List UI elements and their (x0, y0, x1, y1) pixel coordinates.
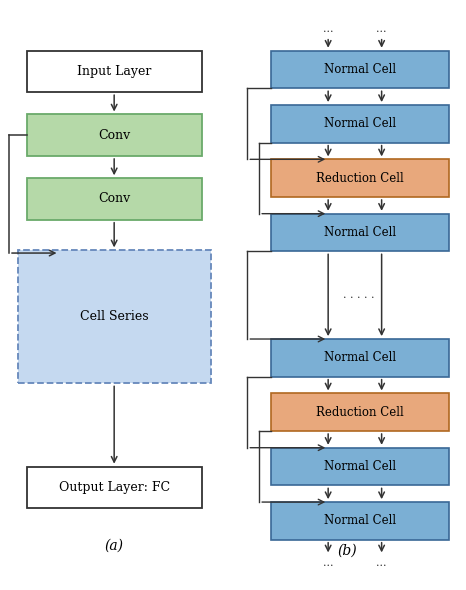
Text: ...: ... (377, 24, 387, 34)
Text: ...: ... (323, 24, 333, 34)
Bar (18, 250, 211, 384)
Bar (271, 105, 449, 143)
Bar (271, 448, 449, 486)
Text: Normal Cell: Normal Cell (324, 226, 396, 239)
Bar (271, 214, 449, 251)
Text: Conv: Conv (98, 129, 130, 142)
Bar (271, 51, 449, 88)
Bar (27, 178, 202, 219)
Text: Input Layer: Input Layer (77, 65, 151, 78)
Text: (a): (a) (105, 539, 123, 552)
Text: Normal Cell: Normal Cell (324, 514, 396, 527)
Text: Cell Series: Cell Series (80, 310, 149, 323)
Text: Normal Cell: Normal Cell (324, 460, 396, 473)
Bar (271, 159, 449, 197)
Bar (271, 502, 449, 540)
Bar (27, 467, 202, 508)
Text: ...: ... (377, 558, 387, 568)
Bar (27, 51, 202, 92)
Text: Output Layer: FC: Output Layer: FC (59, 481, 170, 494)
Text: Normal Cell: Normal Cell (324, 63, 396, 76)
Bar (27, 114, 202, 156)
Text: (b): (b) (337, 544, 357, 558)
Text: ...: ... (323, 558, 333, 568)
Text: Normal Cell: Normal Cell (324, 117, 396, 130)
Text: Conv: Conv (98, 192, 130, 205)
Text: . . . . .: . . . . . (343, 290, 375, 300)
Text: Normal Cell: Normal Cell (324, 352, 396, 365)
Bar (271, 394, 449, 431)
Bar (271, 339, 449, 377)
Text: Reduction Cell: Reduction Cell (316, 172, 404, 185)
Text: Reduction Cell: Reduction Cell (316, 406, 404, 419)
